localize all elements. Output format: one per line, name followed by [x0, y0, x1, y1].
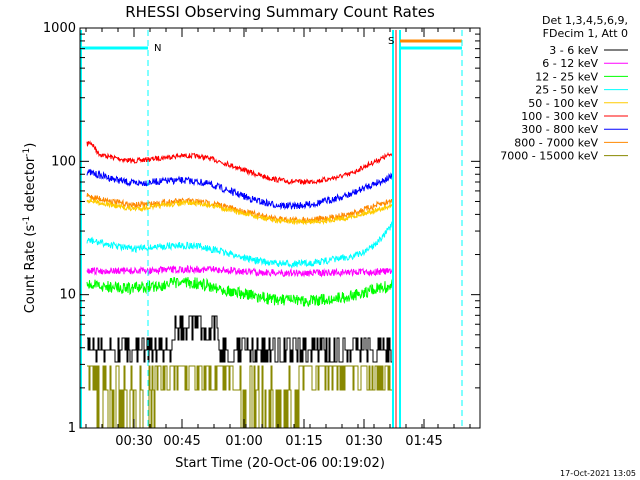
x-tick-label: 00:30 [115, 434, 152, 449]
y-axis-label-sup2: -1 [22, 148, 32, 157]
series-line-3-6kev [87, 315, 394, 363]
axes: 1 10 100 1000 00:30 00:45 01:00 01:15 01:30 01:45 [43, 21, 481, 449]
series-line-50-100kev [86, 198, 394, 226]
y-axis-label-sup1: -1 [22, 216, 32, 225]
plot-frame [79, 27, 481, 429]
series-line-25-50kev [86, 220, 394, 268]
y-tick-label: 1 [68, 421, 76, 436]
series-line-300-800kev [86, 168, 394, 211]
footer-date: 17-Oct-2021 13:05 [560, 469, 636, 478]
n-flag-label: N [154, 43, 161, 54]
s-flag-label: S [388, 36, 394, 47]
y-tick-label: 100 [51, 154, 76, 169]
legend: Det 1,3,4,5,6,9,FDecim 1, Att 0 3 - 6 keV… [500, 14, 628, 163]
plot-area: NS [80, 30, 463, 429]
legend-entry-label: 300 - 800 keV [521, 123, 598, 136]
legend-entry-label: 7000 - 15000 keV [500, 150, 598, 163]
series-line-100-300kev [86, 140, 394, 186]
x-tick-label: 01:15 [285, 434, 322, 449]
series-line-12-25kev [86, 277, 394, 307]
legend-entry-label: 12 - 25 keV [535, 70, 598, 83]
y-axis-label-main: Count Rate (s [23, 225, 38, 314]
y-tick-label: 1000 [43, 21, 76, 36]
y-axis-label-end: ) [23, 143, 38, 148]
series-line-800-7000kev [86, 193, 394, 224]
legend-entry-label: 3 - 6 keV [549, 44, 598, 57]
y-axis-label-mid: detector [23, 156, 38, 216]
chart-title: RHESSI Observing Summary Count Rates [125, 3, 435, 21]
legend-entry-label: 100 - 300 keV [521, 110, 598, 123]
x-tick-label: 01:00 [225, 434, 262, 449]
legend-entry-label: 6 - 12 keV [542, 57, 598, 70]
legend-header-line: Det 1,3,4,5,6,9, [542, 14, 628, 27]
x-tick-label: 01:30 [345, 434, 382, 449]
legend-entry-label: 50 - 100 keV [528, 97, 598, 110]
x-tick-label: 00:45 [163, 434, 200, 449]
y-axis-label: Count Rate (s-1 detector-1) [22, 143, 38, 314]
x-tick-label: 01:45 [405, 434, 442, 449]
x-axis-label: Start Time (20-Oct-06 00:19:02) [175, 456, 385, 471]
legend-header-line: FDecim 1, Att 0 [543, 27, 628, 40]
legend-entry-label: 25 - 50 keV [535, 84, 598, 97]
y-tick-label: 10 [59, 288, 76, 303]
series-line-6-12kev [86, 264, 394, 278]
legend-entry-label: 800 - 7000 keV [514, 136, 598, 149]
series-line-7000-15000kev [87, 365, 394, 429]
